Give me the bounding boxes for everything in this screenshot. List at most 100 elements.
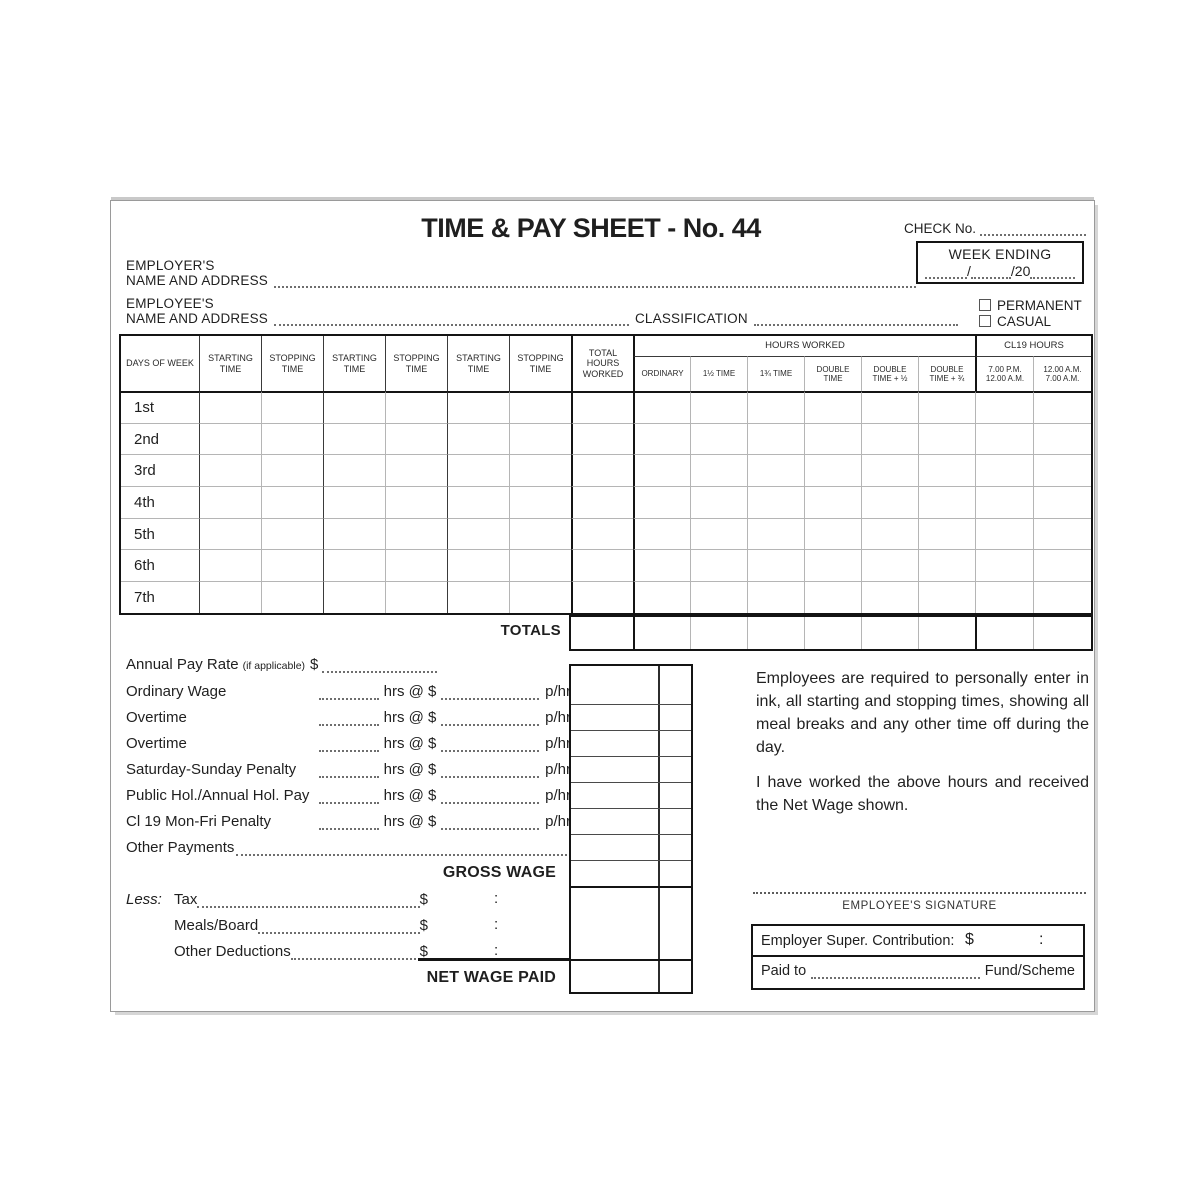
per-hr-label: p/hr bbox=[545, 735, 571, 752]
col-header-stopping-time-2: STOPPING TIME bbox=[385, 336, 447, 391]
time-entry-cell bbox=[1033, 422, 1091, 455]
time-entry-cell bbox=[1033, 454, 1091, 487]
wage-row-cl19-penalty: Cl 19 Mon-Fri Penalty hrs @ $ p/hr bbox=[126, 812, 571, 830]
per-hr-label: p/hr bbox=[545, 761, 571, 778]
group-header-hours-worked: HOURS WORKED bbox=[633, 336, 975, 356]
time-entry-cell bbox=[323, 422, 385, 455]
totals-entry-cell bbox=[804, 617, 861, 649]
time-entry-cell bbox=[199, 391, 261, 423]
time-entry-cell bbox=[385, 486, 447, 518]
time-entry-cell bbox=[690, 486, 747, 518]
time-entry-cell bbox=[747, 581, 804, 613]
time-entry-cell bbox=[804, 391, 861, 423]
time-entry-cell bbox=[323, 581, 385, 613]
cents-separator: : bbox=[494, 916, 499, 933]
amount-row-line bbox=[571, 808, 691, 809]
per-hr-label: p/hr bbox=[545, 813, 571, 830]
amount-row-line bbox=[571, 704, 691, 705]
annual-pay-rate-label: Annual Pay Rate bbox=[126, 656, 239, 673]
time-entry-cell bbox=[323, 549, 385, 582]
wage-row-overtime-1: Overtime hrs @ $ p/hr bbox=[126, 708, 571, 726]
instruction-paragraph: Employees are required to personally ent… bbox=[756, 670, 1089, 756]
time-entry-cell bbox=[447, 486, 509, 518]
classification-write-line bbox=[753, 313, 958, 326]
deduction-write-line bbox=[258, 922, 420, 934]
gross-wage-label: GROSS WAGE bbox=[442, 864, 556, 881]
deduction-write-line bbox=[197, 896, 420, 908]
time-entry-cell bbox=[447, 549, 509, 582]
time-entry-cell bbox=[571, 581, 633, 613]
time-entry-cell bbox=[975, 486, 1033, 518]
sub-header-ordinary: ORDINARY bbox=[633, 356, 690, 391]
time-entry-cell bbox=[975, 581, 1033, 613]
time-entry-cell bbox=[633, 517, 690, 550]
deduction-row-meals-board: Meals/Board $ bbox=[126, 916, 428, 934]
time-entry-cell bbox=[804, 486, 861, 518]
time-entry-cell bbox=[199, 549, 261, 582]
sub-header-double-time-three-quarter: DOUBLE TIME + ¾ bbox=[918, 356, 975, 391]
time-entry-cell bbox=[385, 454, 447, 487]
time-entry-cell bbox=[199, 454, 261, 487]
time-entry-cell bbox=[571, 486, 633, 518]
sub-header-7pm-12am: 7.00 P.M. 12.00 A.M. bbox=[975, 356, 1033, 391]
net-wage-rule bbox=[418, 958, 571, 961]
paid-to-label: Paid to bbox=[761, 963, 807, 979]
totals-entry-cell bbox=[747, 617, 804, 649]
wage-label: Cl 19 Mon-Fri Penalty bbox=[126, 813, 272, 830]
rate-write-line bbox=[441, 792, 539, 804]
paid-to-write-line bbox=[811, 966, 980, 979]
time-entry-cell bbox=[747, 454, 804, 487]
hrs-at-label: hrs @ $ bbox=[383, 761, 437, 778]
time-entry-cell bbox=[385, 391, 447, 423]
time-entry-cell bbox=[975, 422, 1033, 455]
hours-write-line bbox=[319, 688, 379, 700]
form-title: TIME & PAY SHEET - No. 44 bbox=[421, 213, 761, 243]
day-row-label: 1st bbox=[121, 391, 199, 423]
time-entry-cell bbox=[804, 517, 861, 550]
amount-row-line bbox=[571, 756, 691, 757]
time-entry-cell bbox=[861, 422, 918, 455]
super-cents-separator: : bbox=[1039, 931, 1044, 948]
wage-row-public-holiday: Public Hol./Annual Hol. Pay hrs @ $ p/hr bbox=[126, 786, 571, 804]
totals-label: TOTALS bbox=[500, 622, 561, 639]
employee-block: EMPLOYEE'S NAME AND ADDRESS CLASSIFICATI… bbox=[126, 296, 958, 326]
amount-row-line bbox=[571, 730, 691, 731]
time-entry-cell bbox=[747, 391, 804, 423]
time-entry-cell bbox=[385, 549, 447, 582]
time-entry-cell bbox=[747, 486, 804, 518]
col-header-days-of-week: DAYS OF WEEK bbox=[126, 358, 194, 369]
amount-row-line bbox=[571, 860, 691, 861]
time-entry-cell bbox=[690, 454, 747, 487]
time-entry-cell bbox=[261, 517, 323, 550]
super-contribution-row: Employer Super. Contribution: $ : bbox=[753, 926, 1083, 957]
time-entry-cell bbox=[1033, 517, 1091, 550]
time-entry-cell bbox=[571, 422, 633, 455]
week-ending-box: WEEK ENDING / /20 bbox=[916, 241, 1084, 284]
time-entry-cell bbox=[509, 517, 571, 550]
time-entry-cell bbox=[861, 517, 918, 550]
time-entry-cell bbox=[447, 581, 509, 613]
col-header-stopping-time-1: STOPPING TIME bbox=[261, 336, 323, 391]
time-entry-cell bbox=[861, 391, 918, 423]
col-header-total-hours: TOTAL HOURS WORKED bbox=[571, 336, 633, 391]
other-payments-write-line bbox=[236, 844, 571, 856]
annual-pay-rate-note: (if applicable) bbox=[242, 660, 306, 672]
hrs-at-label: hrs @ $ bbox=[383, 787, 437, 804]
fund-scheme-label: Fund/Scheme bbox=[984, 963, 1075, 979]
check-no-row: CHECK No. bbox=[904, 221, 1086, 236]
deduction-row-tax: Less: Tax $ bbox=[126, 890, 428, 908]
year-write-line bbox=[1030, 264, 1075, 279]
annual-write-line bbox=[322, 660, 438, 673]
time-entry-cell bbox=[918, 549, 975, 582]
cents-separator: : bbox=[494, 890, 499, 907]
deduction-label: Other Deductions bbox=[174, 943, 291, 960]
per-hr-label: p/hr bbox=[545, 709, 571, 726]
paid-to-row: Paid to Fund/Scheme bbox=[753, 957, 1083, 986]
time-entry-cell bbox=[385, 422, 447, 455]
time-entry-cell bbox=[385, 581, 447, 613]
wage-row-ordinary: Ordinary Wage hrs @ $ p/hr bbox=[126, 682, 571, 700]
time-entry-cell bbox=[747, 517, 804, 550]
hours-write-line bbox=[319, 818, 379, 830]
net-wage-paid-label: NET WAGE PAID bbox=[426, 969, 556, 986]
